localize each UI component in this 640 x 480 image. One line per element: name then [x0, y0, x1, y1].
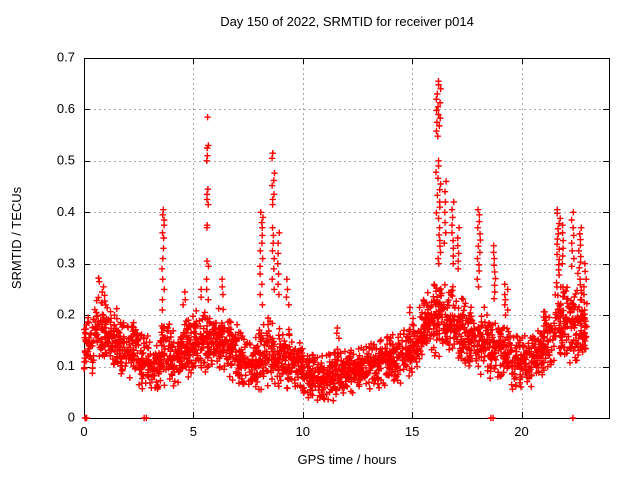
y-axis-label: SRMTID / TECUs: [9, 186, 24, 290]
x-axis-label: GPS time / hours: [297, 452, 397, 467]
chart-title: Day 150 of 2022, SRMTID for receiver p01…: [220, 14, 474, 29]
